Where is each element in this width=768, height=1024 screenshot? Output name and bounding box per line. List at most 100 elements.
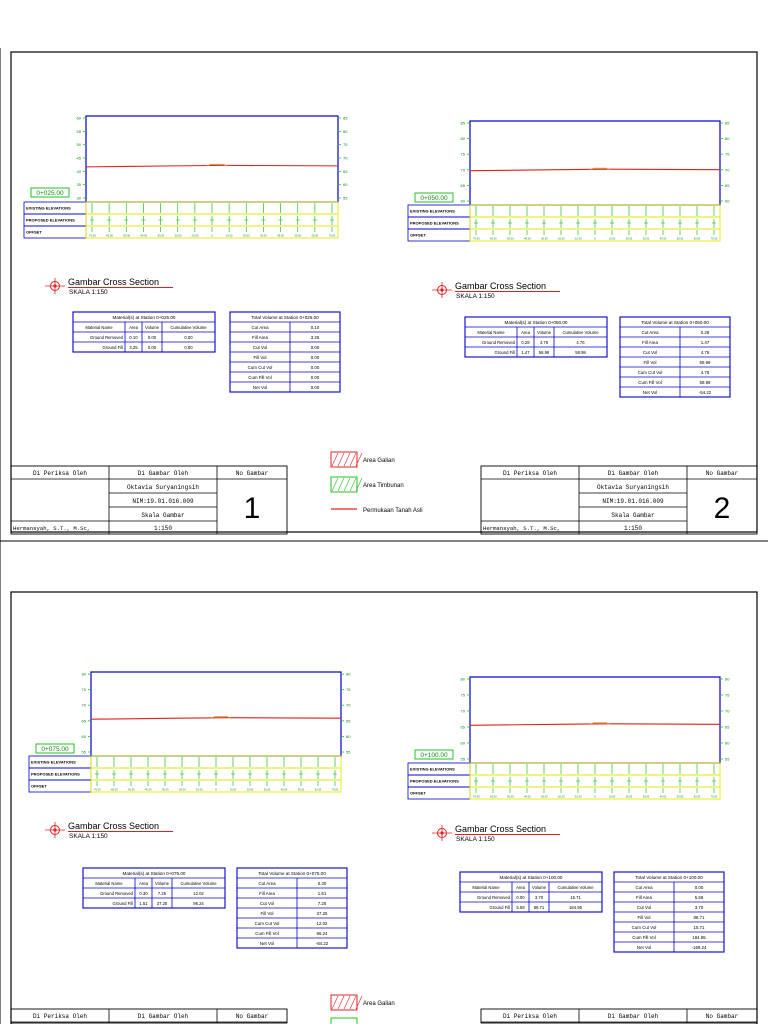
- totals-label-cell: Fill Area: [259, 891, 275, 896]
- road-template-line: [589, 722, 611, 725]
- totals-label-cell: Cut Vol: [643, 350, 657, 355]
- totals-value-cell: -169.24: [692, 945, 707, 950]
- left-axis-label: 65: [82, 718, 87, 723]
- band-row: [90, 779, 342, 793]
- hatch-line: [349, 995, 357, 1010]
- band-row-label: PROPOSED ELEVATIONS: [31, 771, 80, 776]
- totals-value-cell: 1.47: [701, 340, 710, 345]
- right-axis-label: 65: [343, 169, 348, 174]
- totals-value-cell: 37.25: [317, 911, 329, 916]
- band-row: [469, 228, 721, 242]
- materials-header-cell: Area: [516, 885, 526, 890]
- materials-header-cell: Volume: [537, 330, 552, 335]
- left-axis-label: 70: [82, 703, 87, 708]
- totals-value-cell: 4.76: [701, 350, 710, 355]
- hatch-line: [331, 995, 339, 1010]
- checked-by-label: Di Periksa Oleh: [503, 1013, 557, 1020]
- left-axis-label: 85: [461, 121, 466, 126]
- totals-label-cell: Cum Fill Vol: [638, 380, 661, 385]
- drawn-by-nim: NIM:19.01.016.009: [602, 498, 664, 505]
- offset-tick-label: -10.00: [191, 234, 199, 238]
- left-axis-label: 60: [82, 734, 87, 739]
- totals-table-title: Total Volume at Station 0+025.00: [251, 315, 319, 320]
- totals-label-cell: Fill Vol: [638, 915, 651, 920]
- plot-frame: [85, 115, 339, 203]
- legend-label: Area Galian: [363, 1001, 395, 1007]
- left-axis-label: 35: [77, 182, 82, 187]
- totals-value-cell: 15.71: [694, 925, 706, 930]
- left-axis-label: 50: [77, 142, 82, 147]
- section-title: Gambar Cross Section: [455, 281, 546, 291]
- materials-cell: Ground Removed: [477, 895, 511, 900]
- left-axis-label: 40: [77, 169, 82, 174]
- right-axis-label: 70: [346, 703, 351, 708]
- offset-tick-label: -10.00: [574, 795, 582, 799]
- station-label-box: [30, 187, 70, 198]
- totals-value-cell: 58.99: [700, 360, 712, 365]
- totals-label-cell: Net Vol: [637, 945, 651, 950]
- sheet-no-label: No Gambar: [236, 470, 269, 477]
- offset-tick-label: -60.00: [489, 237, 497, 241]
- materials-cell: Ground Removed: [482, 340, 516, 345]
- right-axis-label: 70: [725, 709, 730, 714]
- right-axis-label: 80: [346, 672, 351, 677]
- totals-label-cell: Cum Cut Vol: [638, 370, 663, 375]
- totals-value-cell: 0.00: [311, 385, 320, 390]
- left-axis-label: 55: [77, 129, 82, 134]
- offset-tick-label: 0: [594, 795, 596, 799]
- totals-value-cell: 58.99: [700, 380, 712, 385]
- materials-header-cell: Cumulative Volume: [562, 330, 599, 335]
- right-axis-label: 60: [343, 182, 348, 187]
- hatch-line: [337, 477, 345, 492]
- right-axis-label: 60: [725, 199, 730, 204]
- offset-tick-label: 20.00: [626, 237, 633, 241]
- offset-tick-label: -50.00: [506, 237, 514, 241]
- totals-value-cell: 96.24: [317, 931, 329, 936]
- left-axis-label: 70: [461, 167, 466, 172]
- totals-label-cell: Cum Fill Vol: [255, 931, 278, 936]
- offset-tick-label: -70.00: [93, 788, 101, 792]
- band-row-label: PROPOSED ELEVATIONS: [410, 778, 459, 783]
- offset-tick-label: -60.00: [105, 234, 113, 238]
- materials-cell: 4.76: [576, 340, 585, 345]
- drawn-by-label: Di Gambar Oleh: [138, 1013, 189, 1020]
- offset-tick-label: 0: [211, 234, 213, 238]
- right-axis-label: 65: [725, 183, 730, 188]
- sheet-no-label: No Gambar: [706, 470, 739, 477]
- section-scale: SKALA 1:150: [69, 833, 108, 840]
- offset-tick-label: -70.00: [472, 237, 480, 241]
- offset-tick-label: 50.00: [298, 788, 305, 792]
- left-axis-label: 60: [461, 199, 466, 204]
- area-galian-swatch: [330, 994, 358, 1011]
- offset-tick-label: -20.00: [557, 237, 565, 241]
- totals-value-cell: 3.70: [695, 905, 704, 910]
- materials-table-title: Material(s) at Station 0+075.00: [123, 871, 186, 876]
- title-block: Di Periksa Oleh Di Gambar Oleh No Gambar Ok…: [480, 465, 758, 535]
- ground-surface-line: [90, 717, 342, 720]
- materials-header-cell: Volume: [145, 325, 160, 330]
- totals-value-cell: 0.00: [311, 345, 320, 350]
- offset-tick-label: 50.00: [294, 234, 301, 238]
- road-template-line: [589, 167, 611, 171]
- totals-table-title: Total Volume at Station 0+075.00: [258, 871, 326, 876]
- section-scale: SKALA 1:150: [456, 836, 495, 843]
- left-axis-label: 70: [461, 709, 466, 714]
- left-axis-label: 60: [461, 741, 466, 746]
- left-axis-label: 60: [77, 116, 82, 121]
- totals-label-cell: Cut Vol: [253, 345, 267, 350]
- materials-cell: 3.25: [129, 345, 138, 350]
- offset-tick-label: 20.00: [243, 234, 250, 238]
- band-row-label: EXISTING ELEVATIONS: [410, 766, 455, 771]
- drawing-scale-label: Skala Gambar: [611, 512, 655, 519]
- band-row-label: EXISTING ELEVATIONS: [410, 208, 455, 213]
- legend: Area Galian Area Timbunan Permukaan Tanah …: [330, 451, 423, 514]
- ground-surface-line: [85, 164, 339, 168]
- materials-cell: 0.30: [139, 891, 148, 896]
- right-axis-label: 55: [343, 196, 348, 201]
- totals-value-cell: 0.00: [695, 885, 704, 890]
- drawing-scale-label: Skala Gambar: [141, 512, 185, 519]
- totals-label-cell: Cut Vol: [260, 901, 274, 906]
- hatch-line: [343, 452, 351, 467]
- right-axis-label: 60: [346, 734, 351, 739]
